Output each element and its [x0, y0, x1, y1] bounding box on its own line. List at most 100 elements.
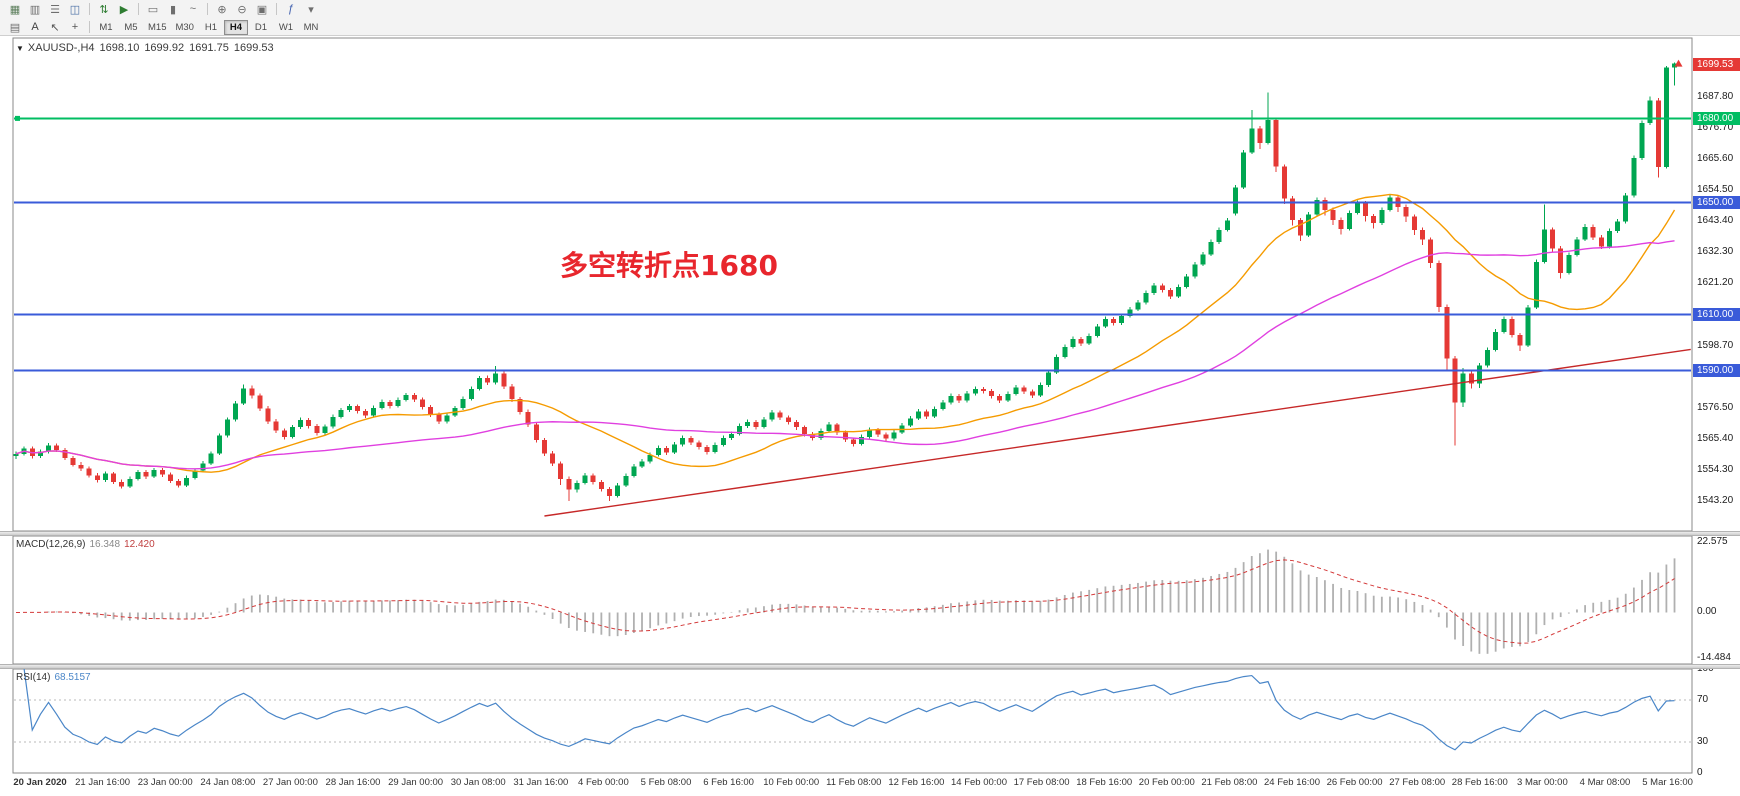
- candle-body: [1192, 264, 1198, 277]
- candle-body: [574, 482, 580, 490]
- time-label: 17 Feb 08:00: [1013, 777, 1070, 788]
- candle-body: [915, 411, 921, 419]
- candle-body: [1672, 63, 1678, 68]
- cursor-icon[interactable]: ↖: [50, 21, 60, 34]
- timeframe-button-m1[interactable]: M1: [99, 21, 113, 33]
- candle-body: [371, 407, 377, 416]
- candle-body: [200, 463, 206, 471]
- timeframe-button-m30[interactable]: M30: [175, 21, 194, 33]
- candle-body: [1541, 229, 1547, 263]
- crosshair-icon[interactable]: +: [71, 21, 79, 33]
- indicators-icon[interactable]: ƒ: [287, 3, 295, 15]
- candle-body: [696, 442, 702, 448]
- snap-grid-icon[interactable]: ▤: [9, 21, 21, 34]
- candle-body: [1086, 335, 1092, 344]
- candle-body: [1111, 318, 1117, 324]
- time-label: 12 Feb 16:00: [888, 777, 945, 788]
- candle-body: [1379, 209, 1385, 224]
- timeframe-button-mn[interactable]: MN: [303, 21, 319, 33]
- candle-body: [379, 401, 385, 408]
- market-watch-icon[interactable]: ☰: [50, 3, 60, 16]
- time-axis[interactable]: 20 Jan 2020 21 Jan 16:00 23 Jan 00:00 24 Ja…: [0, 774, 1740, 794]
- bars-chart-icon[interactable]: ▭: [147, 3, 159, 16]
- candle-body: [281, 430, 287, 438]
- time-label: 4 Mar 08:00: [1579, 777, 1631, 788]
- time-label: 26 Feb 00:00: [1326, 777, 1383, 788]
- price-tick-label: 1554.30: [1697, 464, 1734, 476]
- chart-macd-splitter[interactable]: [0, 531, 1740, 536]
- candle-body: [184, 477, 190, 486]
- candle-body: [680, 437, 686, 445]
- price-tick-label: 1676.70: [1697, 121, 1734, 133]
- candlestick-chart-icon[interactable]: ▮: [169, 3, 177, 16]
- candle-body: [663, 447, 669, 453]
- price-level-badge: 1590.00: [1693, 364, 1740, 378]
- price-level-badge: 1680.00: [1693, 112, 1740, 126]
- timeframe-button-w1[interactable]: W1: [278, 21, 294, 33]
- candle-body: [1598, 237, 1604, 247]
- candle-body: [1184, 276, 1190, 287]
- candle-body: [956, 395, 962, 401]
- autotrading-icon[interactable]: ▶: [119, 3, 129, 16]
- candle-body: [631, 466, 637, 476]
- candle-body: [712, 444, 718, 452]
- timeframes-menu-icon[interactable]: ▾: [308, 3, 314, 16]
- time-label: 5 Mar 16:00: [1642, 777, 1693, 788]
- candle-body: [541, 440, 547, 454]
- chart-menu-icon[interactable]: ▼: [16, 44, 24, 53]
- candle-body: [647, 454, 653, 462]
- candle-body: [249, 388, 255, 396]
- candle-body: [972, 388, 978, 394]
- current-price-arrow-icon: [1674, 59, 1683, 67]
- candle-body: [785, 417, 791, 423]
- candle-body: [444, 415, 450, 422]
- candle-body: [1517, 335, 1523, 346]
- timeframe-button-m5[interactable]: M5: [124, 21, 138, 33]
- trendline[interactable]: [544, 348, 1691, 517]
- zoom-in-icon[interactable]: ⊕: [217, 3, 227, 16]
- chart-annotation[interactable]: 多空转折点1680: [560, 249, 778, 282]
- candle-body: [1298, 220, 1304, 236]
- text-tool-icon[interactable]: A: [31, 21, 39, 33]
- timeframe-button-m15[interactable]: M15: [148, 21, 167, 33]
- candle-body: [1566, 255, 1572, 273]
- candle-body: [672, 444, 678, 453]
- macd-scale-label: 0.00: [1697, 606, 1717, 618]
- candle-body: [1281, 166, 1287, 199]
- candle-body: [330, 416, 336, 427]
- chart-profiles-icon[interactable]: ▥: [29, 3, 41, 16]
- time-label: 4 Feb 00:00: [578, 777, 629, 788]
- candle-body: [1509, 318, 1515, 336]
- tile-windows-icon[interactable]: ▣: [256, 3, 268, 16]
- new-order-icon[interactable]: ⇅: [99, 3, 109, 16]
- candle-body: [980, 388, 986, 392]
- new-chart-icon[interactable]: ▦: [9, 3, 21, 16]
- candle-body: [127, 478, 133, 487]
- timeframe-button-h4[interactable]: H4: [223, 19, 248, 35]
- candle-body: [428, 406, 434, 415]
- candle-body: [753, 421, 759, 427]
- time-label: 31 Jan 16:00: [513, 777, 569, 788]
- candle-body: [1428, 239, 1434, 263]
- time-label: 27 Jan 00:00: [262, 777, 318, 788]
- candle-body: [1574, 239, 1580, 256]
- price-axis[interactable]: 1687.80 1676.70 1665.60 1654.50 1643.40 1632.…: [1693, 36, 1740, 778]
- time-label: 11 Feb 08:00: [826, 777, 882, 788]
- macd-rsi-splitter[interactable]: [0, 664, 1740, 669]
- candle-body: [70, 458, 76, 465]
- navigator-icon[interactable]: ◫: [69, 3, 81, 16]
- line-chart-icon[interactable]: ~: [189, 3, 197, 15]
- candle-body: [1289, 198, 1295, 221]
- candle-body: [1029, 391, 1035, 396]
- zoom-out-icon[interactable]: ⊖: [237, 3, 247, 16]
- price-tick-label: 1598.70: [1697, 340, 1734, 352]
- candle-body: [623, 475, 629, 486]
- candle-body: [1078, 339, 1084, 344]
- timeframe-button-h1[interactable]: H1: [204, 21, 218, 33]
- candle-body: [1306, 214, 1312, 236]
- candle-body: [1606, 231, 1612, 247]
- timeframe-button-d1[interactable]: D1: [254, 21, 268, 33]
- candle-body: [1021, 387, 1027, 392]
